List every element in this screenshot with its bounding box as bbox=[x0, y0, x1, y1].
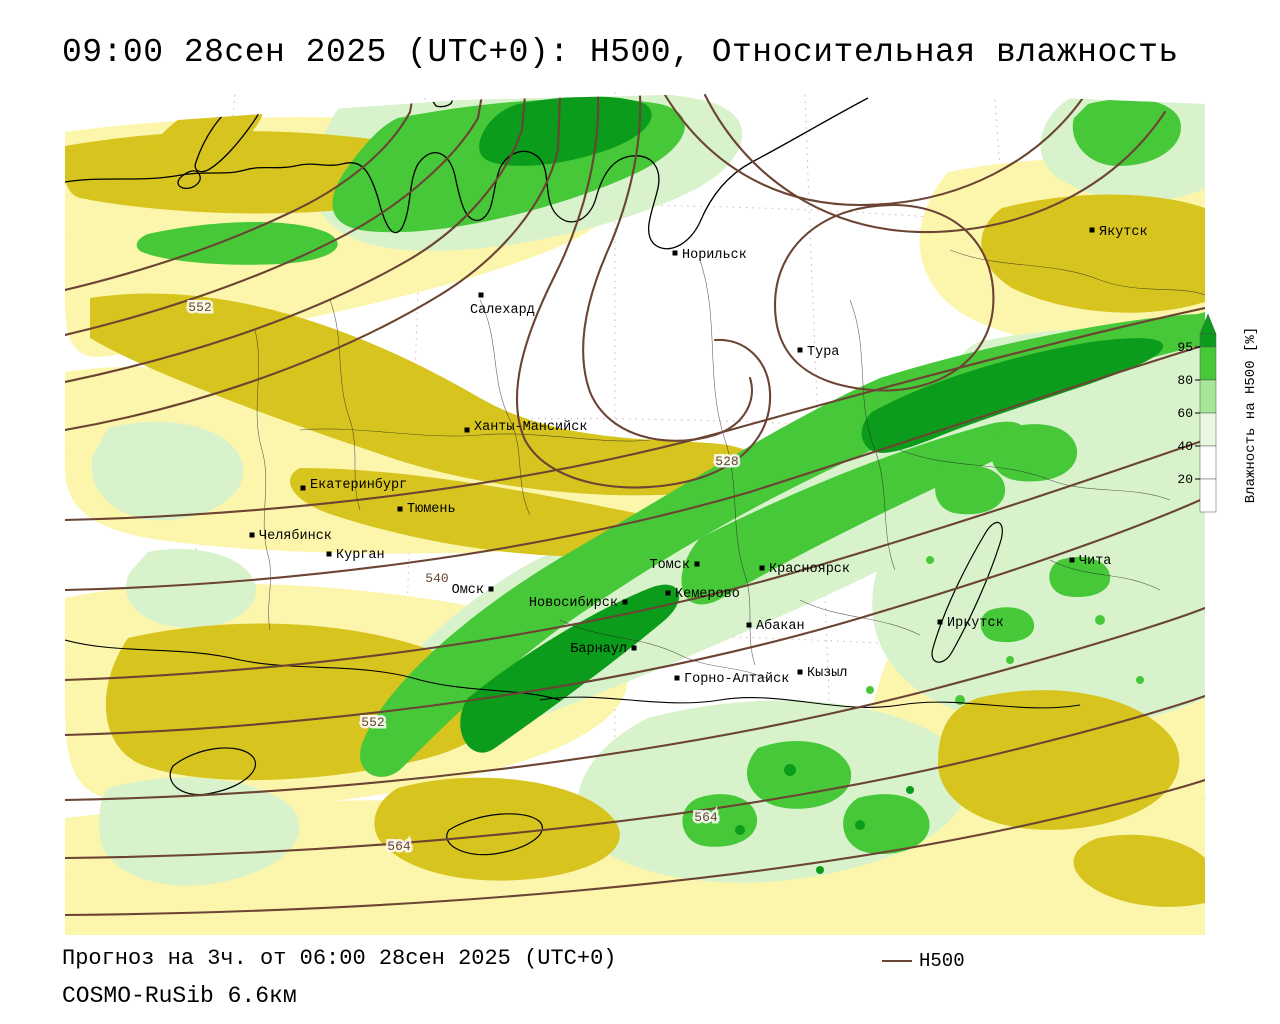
city-marker: Тюмень bbox=[397, 502, 456, 517]
lake-baikal bbox=[931, 521, 1003, 663]
city-label: Тура bbox=[807, 345, 839, 360]
city-markers: Норильск Салехард Тура Якутск Ханты-Манс… bbox=[249, 225, 1148, 687]
city-marker: Томск bbox=[649, 558, 700, 573]
city-dot bbox=[631, 645, 637, 651]
humidity-colorbar: 95 80 60 40 20 Влажность на H500 [%] bbox=[1177, 313, 1259, 513]
city-dot bbox=[478, 292, 484, 298]
colorbar-tick: 20 bbox=[1177, 472, 1193, 487]
city-dot bbox=[488, 586, 494, 592]
colorbar-title: Влажность на H500 [%] bbox=[1243, 327, 1259, 503]
city-marker: Тура bbox=[797, 345, 839, 360]
legend-label: H500 bbox=[919, 950, 965, 972]
city-dot bbox=[464, 427, 470, 433]
city-label: Иркутск bbox=[947, 616, 1004, 631]
contour-label: 564 bbox=[694, 810, 718, 825]
city-marker: Екатеринбург bbox=[300, 478, 407, 493]
city-marker: Красноярск bbox=[759, 562, 850, 577]
city-dot bbox=[674, 675, 680, 681]
page-title: 09:00 28сен 2025 (UTC+0): H500, Относите… bbox=[62, 34, 1179, 71]
city-dot bbox=[759, 565, 765, 571]
city-marker: Чита bbox=[1069, 554, 1111, 569]
city-label: Кемерово bbox=[675, 587, 740, 602]
contour-legend: H500 bbox=[882, 950, 965, 972]
city-marker: Омск bbox=[452, 583, 494, 598]
city-dot bbox=[746, 622, 752, 628]
city-marker: Якутск bbox=[1089, 225, 1148, 240]
city-label: Салехард bbox=[470, 303, 535, 318]
city-dot bbox=[665, 590, 671, 596]
city-label: Чита bbox=[1079, 554, 1111, 569]
model-info: COSMO-RuSib 6.6км bbox=[62, 983, 297, 1009]
contour-labels: 552 528 540 552 564 564 bbox=[186, 298, 741, 857]
city-marker: Салехард bbox=[470, 292, 535, 318]
city-label: Новосибирск bbox=[529, 596, 618, 611]
city-dot bbox=[1069, 557, 1075, 563]
city-label: Абакан bbox=[756, 619, 805, 634]
h500-contours bbox=[65, 93, 1205, 917]
city-marker: Абакан bbox=[746, 619, 805, 634]
city-label: Красноярск bbox=[769, 562, 850, 577]
contour-label: 552 bbox=[188, 300, 211, 315]
city-label: Горно-Алтайск bbox=[684, 672, 789, 687]
city-dot bbox=[249, 532, 255, 538]
city-marker: Кемерово bbox=[665, 587, 740, 602]
city-dot bbox=[1089, 227, 1095, 233]
contour-label: 564 bbox=[387, 839, 411, 854]
city-marker: Курган bbox=[326, 548, 385, 563]
city-dot bbox=[300, 485, 306, 491]
city-label: Челябинск bbox=[259, 529, 332, 544]
contour-label: 540 bbox=[425, 571, 448, 586]
city-dot bbox=[797, 669, 803, 675]
city-label: Норильск bbox=[682, 248, 747, 263]
city-dot bbox=[622, 599, 628, 605]
contour-label: 528 bbox=[715, 454, 738, 469]
city-label: Ханты-Мансийск bbox=[474, 420, 587, 435]
city-dot bbox=[326, 551, 332, 557]
lakes bbox=[169, 521, 1003, 856]
humidity-shading bbox=[65, 90, 1205, 935]
colorbar-tick: 95 bbox=[1177, 340, 1193, 355]
forecast-info: Прогноз на 3ч. от 06:00 28сен 2025 (UTC+… bbox=[62, 946, 617, 971]
city-label: Курган bbox=[336, 548, 385, 563]
city-dot bbox=[397, 506, 403, 512]
city-marker: Горно-Алтайск bbox=[674, 672, 789, 687]
city-marker: Кызыл bbox=[797, 666, 848, 681]
city-label: Кызыл bbox=[807, 666, 848, 681]
city-label: Омск bbox=[452, 583, 484, 598]
colorbar-tick: 40 bbox=[1177, 439, 1193, 454]
colorbar-tick: 80 bbox=[1177, 373, 1193, 388]
contour-label: 552 bbox=[361, 715, 384, 730]
city-dot bbox=[937, 619, 943, 625]
city-marker: Челябинск bbox=[249, 529, 332, 544]
admin-borders bbox=[65, 249, 1205, 709]
colorbar-tick: 60 bbox=[1177, 406, 1193, 421]
city-dot bbox=[672, 250, 678, 256]
city-marker: Ханты-Мансийск bbox=[464, 420, 587, 435]
city-label: Екатеринбург bbox=[310, 478, 407, 493]
city-marker: Иркутск bbox=[937, 616, 1004, 631]
h500-line-icon bbox=[882, 960, 912, 962]
city-marker: Норильск bbox=[672, 248, 747, 263]
city-dot bbox=[797, 347, 803, 353]
city-label: Барнаул bbox=[570, 642, 627, 657]
city-marker: Новосибирск bbox=[529, 596, 628, 611]
city-label: Тюмень bbox=[407, 502, 456, 517]
city-marker: Барнаул bbox=[570, 642, 637, 657]
city-label: Якутск bbox=[1099, 225, 1148, 240]
city-dot bbox=[694, 561, 700, 567]
city-label: Томск bbox=[649, 558, 690, 573]
